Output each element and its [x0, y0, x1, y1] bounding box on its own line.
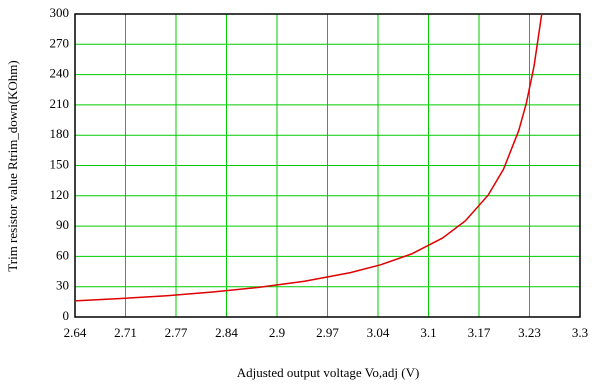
y-tick-label: 0 — [63, 308, 70, 323]
y-tick-label: 120 — [50, 187, 70, 202]
plot-border — [74, 13, 581, 318]
y-tick-label: 300 — [50, 5, 70, 20]
x-tick-label: 2.71 — [114, 325, 137, 340]
x-tick-label: 2.77 — [165, 325, 188, 340]
y-axis-label: Trim resistor value Rtrim_down(KOhm) — [5, 60, 20, 271]
y-tick-label: 150 — [50, 156, 70, 171]
x-tick-label: 3.17 — [468, 325, 491, 340]
x-tick-label: 3.3 — [572, 325, 588, 340]
x-tick-label: 3.1 — [420, 325, 436, 340]
x-tick-label: 3.04 — [367, 325, 390, 340]
x-tick-label: 2.9 — [269, 325, 285, 340]
y-tick-label: 30 — [56, 278, 69, 293]
x-tick-label: 2.97 — [316, 325, 339, 340]
y-tick-label: 210 — [50, 96, 70, 111]
y-tick-label: 240 — [50, 66, 70, 81]
x-tick-label: 2.64 — [64, 325, 87, 340]
data-line — [74, 13, 543, 302]
y-tick-label: 90 — [56, 217, 69, 232]
y-tick-label: 270 — [50, 35, 70, 50]
y-tick-label: 60 — [56, 247, 69, 262]
y-tick-label: 180 — [50, 126, 70, 141]
x-tick-label: 2.84 — [215, 325, 238, 340]
x-tick-label: 3.23 — [518, 325, 541, 340]
x-axis-label: Adjusted output voltage Vo,adj (V) — [237, 365, 420, 380]
